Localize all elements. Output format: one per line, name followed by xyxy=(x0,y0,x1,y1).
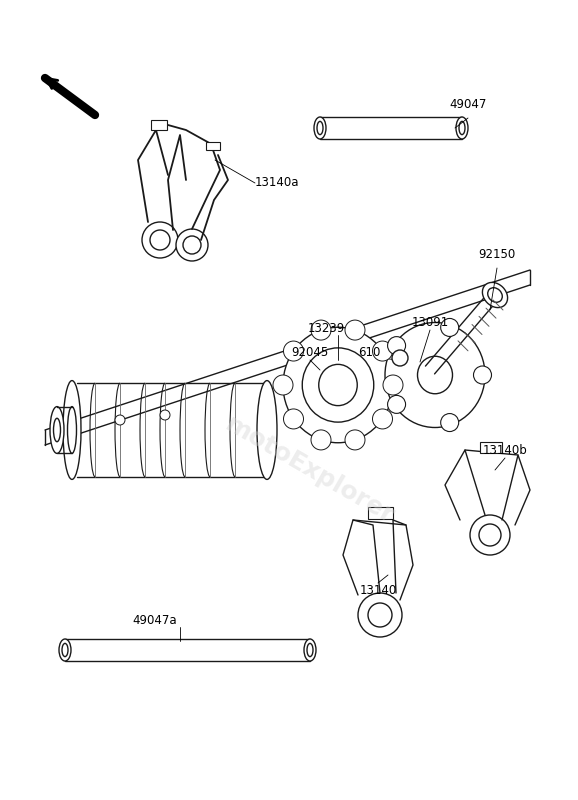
Circle shape xyxy=(440,414,459,431)
Circle shape xyxy=(283,341,303,361)
Ellipse shape xyxy=(456,117,468,139)
Ellipse shape xyxy=(68,406,76,454)
Ellipse shape xyxy=(307,643,313,657)
Ellipse shape xyxy=(257,381,277,479)
Ellipse shape xyxy=(59,639,71,661)
Ellipse shape xyxy=(302,348,374,422)
Text: 49047a: 49047a xyxy=(133,614,177,626)
Ellipse shape xyxy=(417,356,453,394)
Ellipse shape xyxy=(385,322,485,427)
Circle shape xyxy=(388,395,406,414)
Ellipse shape xyxy=(62,643,68,657)
Text: 92045: 92045 xyxy=(291,346,329,358)
Ellipse shape xyxy=(63,381,81,479)
Circle shape xyxy=(183,236,201,254)
Circle shape xyxy=(345,320,365,340)
Circle shape xyxy=(372,409,392,429)
Circle shape xyxy=(440,318,459,337)
Circle shape xyxy=(160,410,170,420)
Ellipse shape xyxy=(50,406,64,454)
Ellipse shape xyxy=(314,117,326,139)
Circle shape xyxy=(273,375,293,395)
Ellipse shape xyxy=(488,288,502,302)
Text: 13140a: 13140a xyxy=(255,177,299,190)
Text: 92150: 92150 xyxy=(479,249,516,262)
Circle shape xyxy=(311,320,331,340)
Ellipse shape xyxy=(283,327,393,442)
Bar xyxy=(65,639,310,661)
Text: 13140: 13140 xyxy=(360,583,397,597)
Bar xyxy=(151,120,167,130)
Circle shape xyxy=(470,515,510,555)
Circle shape xyxy=(176,229,208,261)
Circle shape xyxy=(473,366,491,384)
Circle shape xyxy=(115,415,125,425)
Text: 610: 610 xyxy=(358,346,380,358)
Text: 13239: 13239 xyxy=(307,322,344,334)
Ellipse shape xyxy=(459,122,465,134)
Ellipse shape xyxy=(483,282,507,307)
Ellipse shape xyxy=(54,418,61,442)
Circle shape xyxy=(479,524,501,546)
Ellipse shape xyxy=(317,122,323,134)
Text: 13091: 13091 xyxy=(412,315,449,329)
Text: 13140b: 13140b xyxy=(483,443,527,457)
Bar xyxy=(480,442,502,453)
Circle shape xyxy=(150,230,170,250)
Text: motoExplorer: motoExplorer xyxy=(221,412,399,528)
Circle shape xyxy=(392,350,408,366)
Circle shape xyxy=(372,341,392,361)
Circle shape xyxy=(358,593,402,637)
Circle shape xyxy=(311,430,331,450)
Circle shape xyxy=(345,430,365,450)
Circle shape xyxy=(142,222,178,258)
Circle shape xyxy=(388,337,406,354)
Circle shape xyxy=(368,603,392,627)
Circle shape xyxy=(283,409,303,429)
Circle shape xyxy=(383,375,403,395)
Text: 49047: 49047 xyxy=(449,98,487,111)
Ellipse shape xyxy=(318,364,357,406)
Bar xyxy=(206,142,220,150)
Bar xyxy=(320,117,462,139)
Bar xyxy=(368,507,393,519)
Ellipse shape xyxy=(304,639,316,661)
